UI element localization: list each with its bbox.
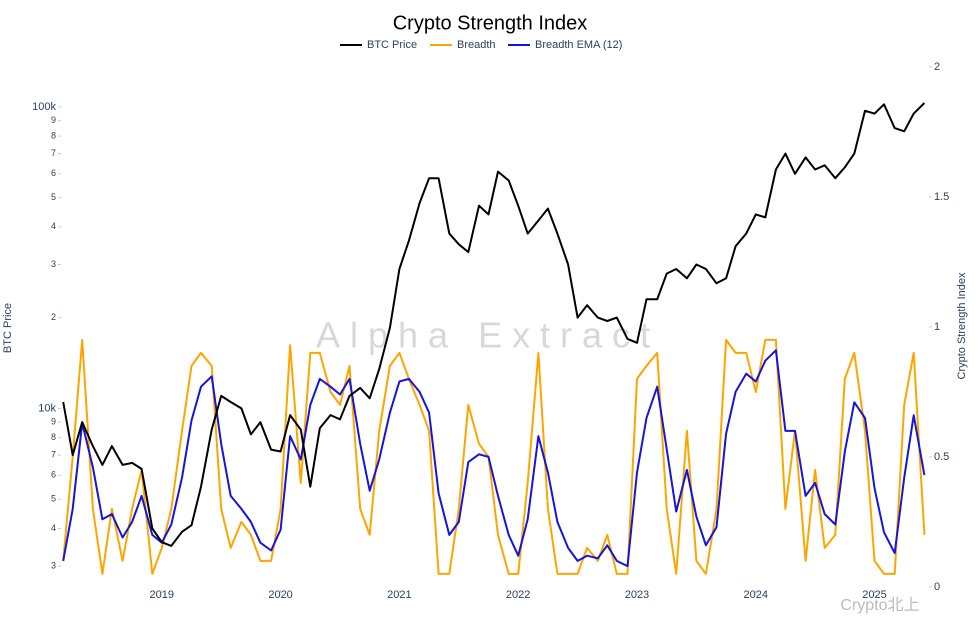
series-line — [62, 338, 926, 575]
y2-tick-label: 0.5 — [934, 451, 949, 463]
y-tick-label: 3 — [51, 259, 56, 269]
x-tick-label: 2021 — [387, 589, 411, 601]
y-tick-label: 5 — [51, 192, 56, 202]
plot-area — [62, 102, 926, 575]
x-tick-label: 2024 — [744, 589, 768, 601]
y-tick-label: 6 — [51, 168, 56, 178]
source-mark: Crypto北上 — [840, 596, 919, 614]
y2-tick-label: 1 — [934, 321, 940, 333]
y-tick-label: 100k — [32, 101, 56, 113]
x-tick-label: 2019 — [150, 589, 174, 601]
y-tick-label: 9 — [51, 115, 56, 125]
y-tick-label: 4 — [51, 221, 56, 231]
y-axis-label: BTC Price — [2, 303, 14, 353]
y2-tick-label: 1.5 — [934, 191, 949, 203]
x-tick-label: 2020 — [268, 589, 292, 601]
watermark: Alpha Extract — [316, 315, 660, 356]
y-tick-label: 4 — [51, 523, 56, 533]
y-tick-label: 8 — [51, 130, 56, 140]
series-line — [62, 349, 926, 568]
y-tick-label: 2 — [51, 312, 56, 322]
y-tick-label: 5 — [51, 494, 56, 504]
series-line — [62, 102, 926, 547]
x-tick-label: 2023 — [625, 589, 649, 601]
legend: BTC Price Breadth Breadth EMA (12) — [340, 39, 622, 51]
y2-tick-label: 0 — [934, 581, 940, 593]
y-tick-label: 7 — [51, 148, 56, 158]
y-tick-label: 3 — [51, 560, 56, 570]
y-tick-label: 8 — [51, 432, 56, 442]
legend-label: Breadth EMA (12) — [535, 39, 622, 51]
x-tick-label: 2025 — [862, 589, 886, 601]
y2-axis-label: Crypto Strength Index — [956, 272, 968, 380]
legend-label: BTC Price — [367, 39, 417, 51]
y-tick-label: 6 — [51, 470, 56, 480]
y-tick-label: 9 — [51, 417, 56, 427]
chart-title: Crypto Strength Index — [393, 12, 588, 34]
y-tick-label: 10k — [38, 402, 56, 414]
y-tick-label: 7 — [51, 450, 56, 460]
x-tick-label: 2022 — [506, 589, 530, 601]
legend-label: Breadth — [457, 39, 496, 51]
y2-tick-label: 2 — [934, 61, 940, 73]
